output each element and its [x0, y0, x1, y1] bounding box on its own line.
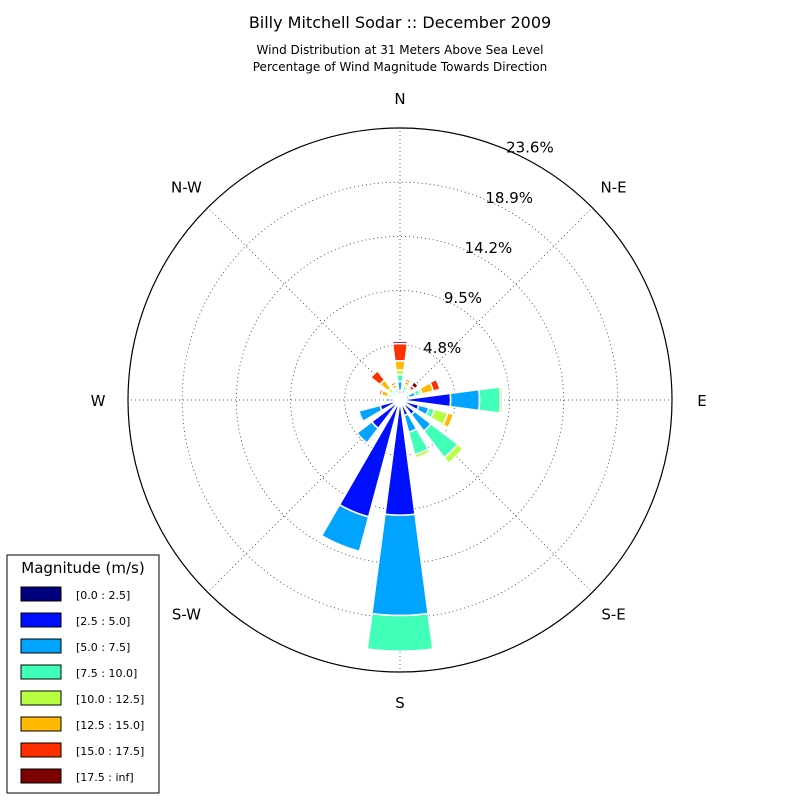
- direction-label-n-e: N-E: [600, 178, 626, 196]
- grid-spoke: [399, 207, 593, 401]
- bar-segment: [389, 381, 397, 388]
- direction-label-n: N: [394, 90, 405, 108]
- direction-label-s-w: S-W: [172, 606, 201, 624]
- bar-segment: [477, 386, 502, 414]
- direction-label-n-w: N-W: [171, 178, 202, 196]
- bar-segment: [391, 342, 409, 363]
- ring-label-4: 18.9%: [485, 189, 533, 207]
- legend-items: [0.0 : 2.5] [2.5 : 5.0] [5.0 : 7.5] [7.5 : …: [20, 586, 144, 784]
- direction-label-s: S: [395, 694, 405, 712]
- legend-label: [0.0 : 2.5]: [76, 589, 130, 602]
- chart-title: Billy Mitchell Sodar :: December 2009: [249, 13, 551, 32]
- legend-swatch: [20, 664, 62, 680]
- bar-segment: [441, 411, 455, 429]
- grid-spoke: [207, 399, 401, 593]
- bar-segment: [370, 513, 430, 617]
- bar-segment: [391, 340, 409, 345]
- ring-label-1: 4.8%: [423, 339, 461, 357]
- bar-segment: [366, 612, 434, 652]
- grid-ring-4: [181, 181, 619, 619]
- bar-segment: [357, 404, 384, 423]
- grid-spoke: [207, 207, 401, 401]
- bar-segment: [404, 376, 413, 383]
- direction-labels: N N-E E S-E S S-W W N-W: [91, 90, 707, 712]
- bar-segment: [428, 378, 442, 393]
- direction-label-s-e: S-E: [601, 606, 625, 624]
- legend-swatch: [20, 586, 62, 602]
- legend-label: [2.5 : 5.0]: [76, 615, 130, 628]
- bar-segment: [393, 360, 407, 372]
- bar-segment: [413, 447, 432, 459]
- bar-segment: [377, 387, 385, 396]
- legend-title: Magnitude (m/s): [21, 559, 144, 577]
- chart-subtitle-2: Percentage of Wind Magnitude Towards Dir…: [253, 60, 547, 74]
- direction-label-w: W: [91, 392, 106, 410]
- legend-label: [15.0 : 17.5]: [76, 745, 144, 758]
- ring-label-2: 9.5%: [444, 289, 482, 307]
- grid-spoke: [399, 399, 593, 593]
- legend-label: [10.0 : 12.5]: [76, 693, 144, 706]
- direction-label-e: E: [697, 392, 706, 410]
- bar-segment: [410, 380, 420, 390]
- wind-bars: [320, 340, 505, 652]
- grid-ring-2: [290, 290, 510, 510]
- legend-label: [7.5 : 10.0]: [76, 667, 137, 680]
- bar-segment: [385, 397, 391, 403]
- ring-labels: 4.8% 9.5% 14.2% 18.9% 23.6%: [423, 139, 554, 357]
- legend-swatch: [20, 742, 62, 758]
- legend-swatch: [20, 716, 62, 732]
- legend-label: [5.0 : 7.5]: [76, 641, 130, 654]
- bar-segment: [355, 420, 380, 445]
- bar-segment: [449, 388, 481, 412]
- bar-segment: [500, 385, 505, 415]
- legend-swatch: [20, 638, 62, 654]
- legend: Magnitude (m/s) [0.0 : 2.5] [2.5 : 5.0] [5…: [6, 554, 160, 794]
- legend-swatch: [20, 768, 62, 784]
- legend-label: [12.5 : 15.0]: [76, 719, 144, 732]
- ring-label-5: 23.6%: [506, 139, 554, 157]
- legend-swatch: [20, 612, 62, 628]
- bar-segment: [395, 373, 405, 383]
- bar-segment: [369, 369, 386, 386]
- bar-segment: [320, 503, 370, 553]
- bar-segment: [396, 380, 404, 392]
- chart-subtitle-1: Wind Distribution at 31 Meters Above Sea…: [257, 43, 544, 57]
- legend-swatch: [20, 690, 62, 706]
- legend-label: [17.5 : inf]: [76, 771, 134, 784]
- bar-segment: [443, 443, 465, 465]
- outer-ring: [127, 127, 673, 673]
- ring-label-3: 14.2%: [465, 239, 513, 257]
